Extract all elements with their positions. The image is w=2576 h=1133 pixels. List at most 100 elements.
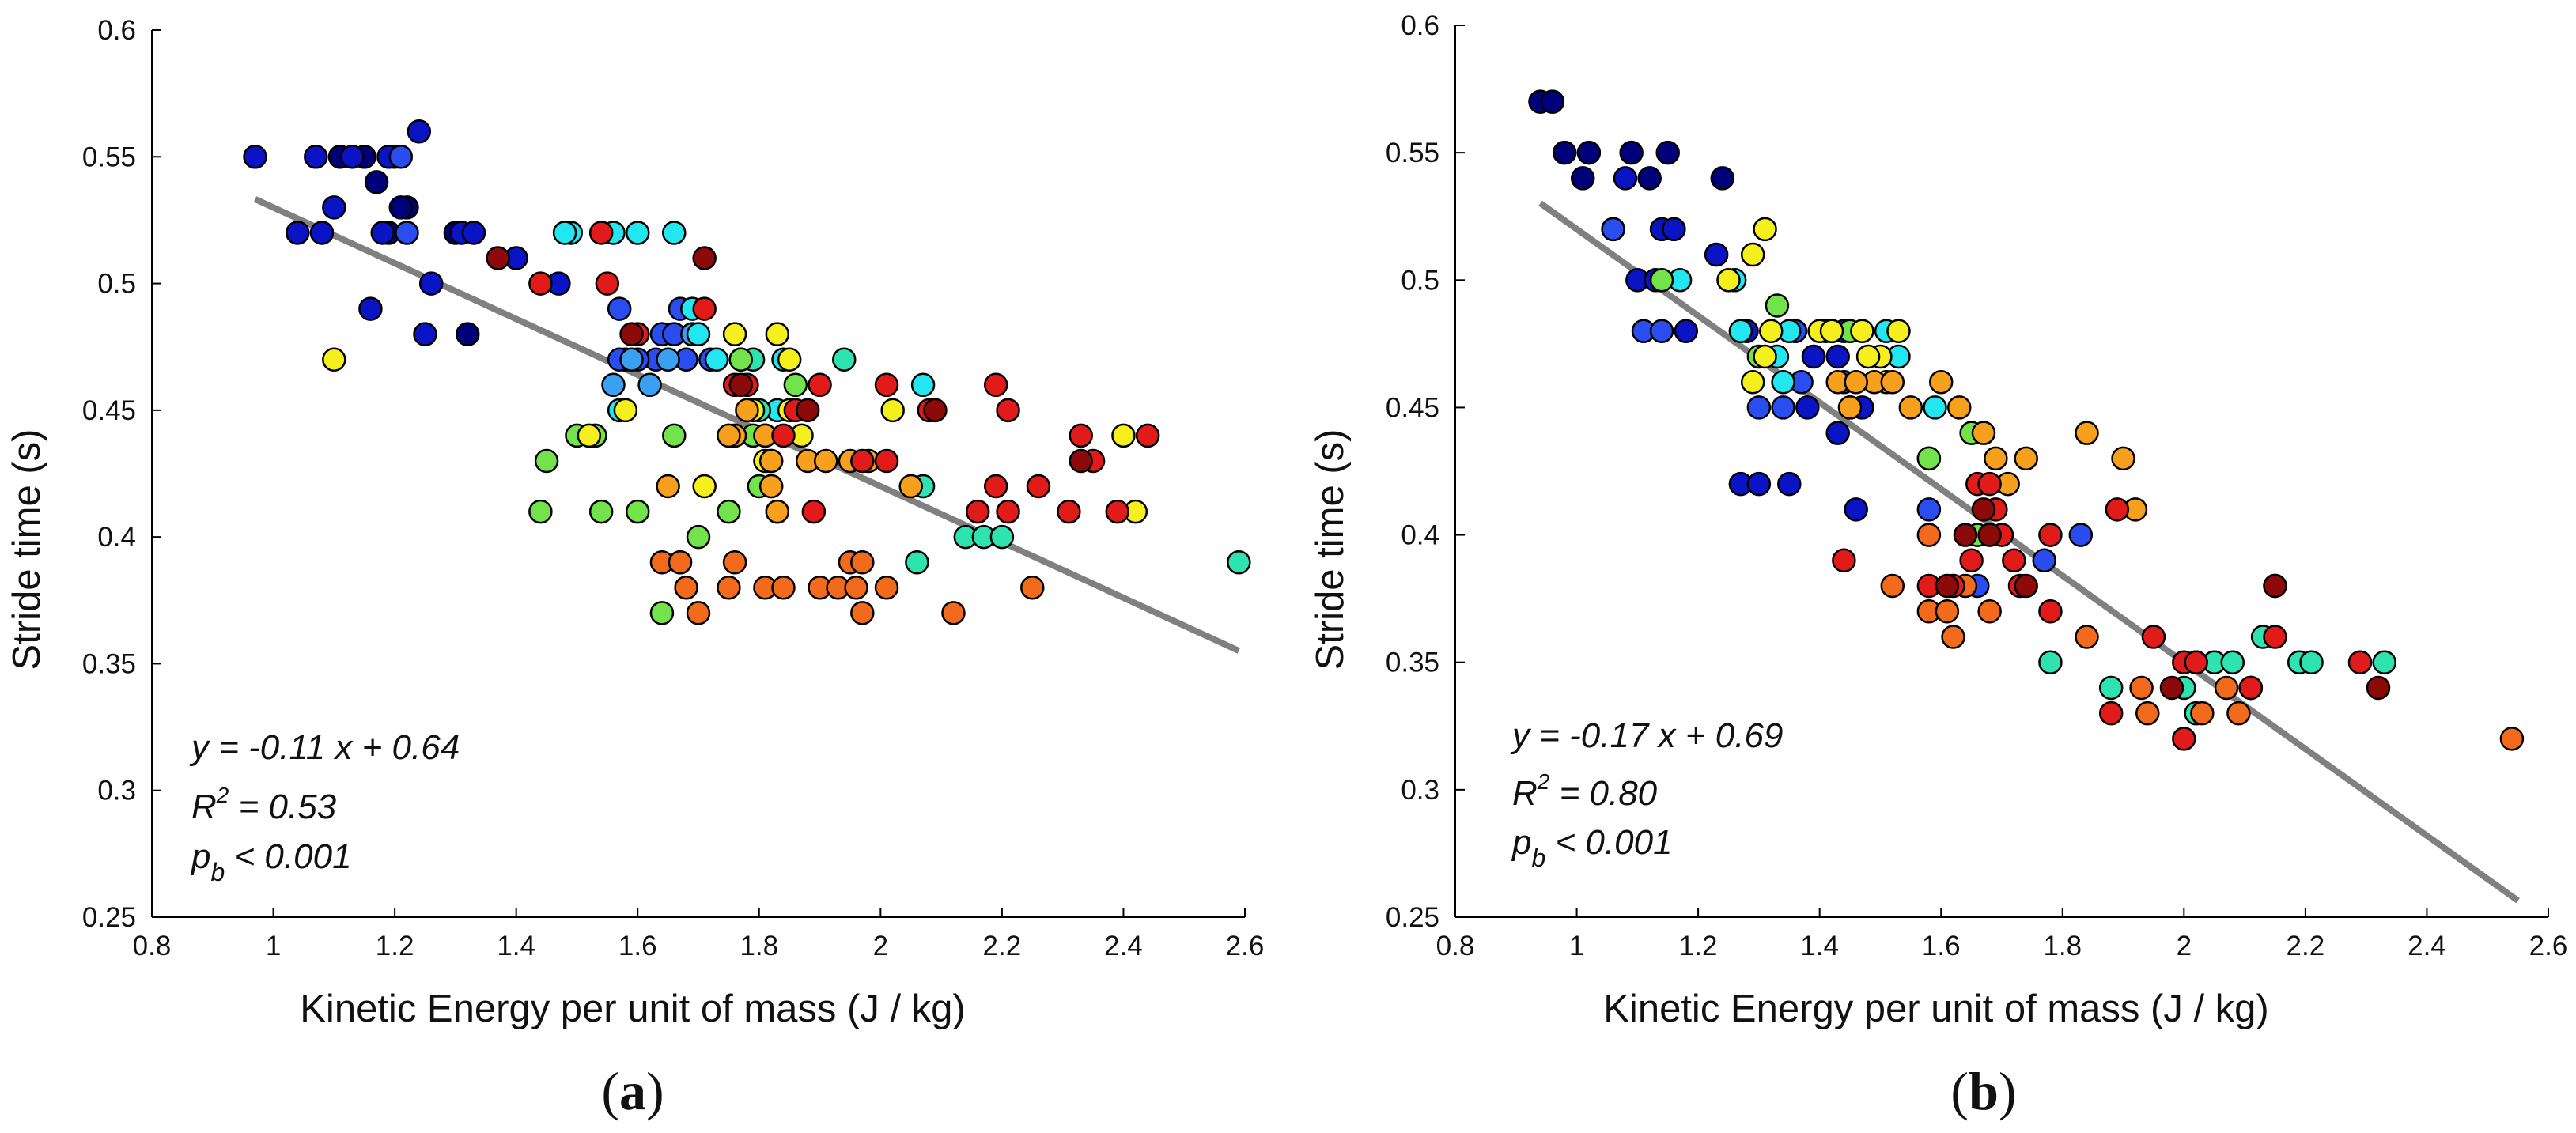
x-tick-label: 2.4 — [1104, 931, 1143, 961]
x-tick-label: 1.2 — [376, 931, 414, 961]
scatter-point-dark-red — [1977, 523, 2002, 547]
x-tick-label: 1.6 — [1922, 931, 1961, 961]
scatter-point-dark-orange — [722, 550, 747, 575]
scatter-point-cyan — [1923, 395, 1947, 420]
scatter-point-dark-orange — [1020, 576, 1045, 600]
y-tick-label: 0.45 — [82, 395, 136, 426]
scatter-point-navy — [1576, 140, 1602, 165]
panel-label-a: (a) — [601, 1061, 664, 1121]
p-symbol: p — [190, 837, 210, 876]
scatter-point-mid-blue — [388, 145, 414, 169]
scatter-point-cyan — [686, 322, 711, 346]
scatter-point-green — [1649, 268, 1674, 293]
y-tick-label: 0.35 — [1386, 648, 1439, 678]
panel-label-open-paren: ( — [1950, 1061, 1969, 1121]
scatter-point-orange — [1928, 369, 1954, 395]
scatter-point-blue — [304, 145, 328, 169]
scatter-point-dark-red — [1935, 573, 1960, 599]
scatter-point-dark-red — [2159, 675, 2184, 701]
scatter-point-dark-red — [923, 398, 948, 423]
scatter-point-yellow — [880, 398, 905, 423]
scatter-point-blue — [309, 221, 335, 245]
scatter-point-dark-orange — [850, 550, 875, 575]
p-subscript: b — [210, 858, 225, 886]
y-tick-label: 0.3 — [97, 776, 136, 806]
scatter-point-mid-blue — [1916, 497, 1942, 522]
scatter-point-green — [1765, 293, 1790, 318]
scatter-point-dark-red — [486, 246, 510, 270]
scatter-point-navy — [1570, 166, 1595, 191]
scatter-point-green — [649, 601, 675, 625]
scatter-point-green — [1916, 446, 1942, 471]
y-tick-label: 0.45 — [1386, 392, 1439, 423]
scatter-point-red — [2184, 650, 2208, 674]
y-tick-label: 0.4 — [1401, 520, 1439, 551]
scatter-point-orange — [758, 474, 784, 499]
scatter-point-yellow — [1758, 319, 1784, 343]
fit — [1538, 200, 2520, 904]
y-tick-label: 0.25 — [1386, 902, 1439, 933]
x-tick-label: 1.2 — [1679, 931, 1718, 961]
y-tick-label: 0.55 — [1386, 138, 1439, 168]
scatter-point-blue — [461, 221, 486, 245]
scatter-point-dark-orange — [850, 601, 875, 625]
scatter-point-orange — [1984, 446, 2008, 471]
scatter-point-dark-red — [728, 372, 753, 398]
scatter-point-yellow — [1850, 319, 1874, 343]
scatter-point-mid-blue — [2068, 523, 2094, 547]
scatter-point-navy — [1710, 166, 1735, 191]
scatter-point-cyan — [662, 221, 687, 245]
y-tick-label: 0.6 — [97, 15, 136, 46]
scatter-point-red — [996, 499, 1020, 524]
scatter-point-red — [874, 448, 899, 474]
scatter-point-red — [801, 499, 827, 524]
scatter-point-orange — [717, 423, 741, 448]
scatter-point-red — [2002, 548, 2026, 573]
panel-label-open-paren: ( — [601, 1061, 619, 1121]
scatter-point-red — [2238, 675, 2264, 701]
scatter-point-orange — [2075, 421, 2099, 445]
scatter-point-navy — [364, 170, 389, 194]
r-squared-exponent: 2 — [1537, 769, 1550, 794]
x-tick-label: 1.8 — [2043, 931, 2082, 961]
scatter-point-cyan — [1771, 369, 1795, 395]
scatter-point-cyan — [625, 221, 650, 245]
scatter-point-dark-orange — [1880, 573, 1905, 599]
scatter-point-blue — [286, 221, 310, 245]
r-squared-exponent: 2 — [216, 783, 229, 807]
panel-label-letter: b — [1969, 1061, 1999, 1121]
p-symbol: p — [1511, 823, 1531, 862]
x-tick-label: 1.6 — [618, 931, 657, 961]
scatter-point-navy — [455, 322, 480, 346]
x-tick-label: 0.8 — [133, 931, 172, 961]
scatter-point-aquamarine — [2372, 650, 2396, 674]
r-squared-symbol: R — [1512, 774, 1538, 813]
scatter-point-light-blue — [619, 347, 644, 372]
scatter-point-blue — [322, 195, 346, 220]
scatter-point-blue — [1746, 471, 1772, 497]
scatter-point-dark-orange — [844, 576, 868, 600]
y-tick-label: 0.5 — [1401, 265, 1439, 296]
scatter-point-aquamarine — [905, 550, 929, 575]
scatter-point-green — [534, 448, 559, 474]
regression-equation: y = -0.11 x + 0.64 — [189, 728, 460, 767]
scatter-point-orange — [2111, 446, 2135, 471]
scatter-point-orange — [1971, 421, 1996, 445]
scatter-point-red — [2038, 599, 2063, 624]
scatter-point-mid-blue — [1771, 395, 1795, 420]
x-tick-label: 1 — [1569, 931, 1584, 961]
scatter-point-navy — [388, 195, 414, 220]
scatter-point-navy — [1619, 140, 1644, 165]
scatter-point-red — [1026, 474, 1051, 499]
p-value-text: < 0.001 — [1545, 823, 1672, 862]
scatter-point-red — [771, 423, 796, 448]
ticks: 0.8 1 1.2 1.4 1.6 1.8 2 2.2 2.4 2.6 0.25 0.3 0.35 0.4… — [1386, 10, 2567, 961]
scatter-point-dark-orange — [2075, 625, 2099, 649]
regression-line — [253, 196, 1240, 654]
scatter-point-orange — [813, 448, 838, 474]
scatter-point-aquamarine — [2038, 650, 2063, 674]
points — [243, 119, 1251, 625]
scatter-point-green — [686, 524, 711, 550]
y-axis-label: Stride time (s) — [1309, 429, 1352, 670]
